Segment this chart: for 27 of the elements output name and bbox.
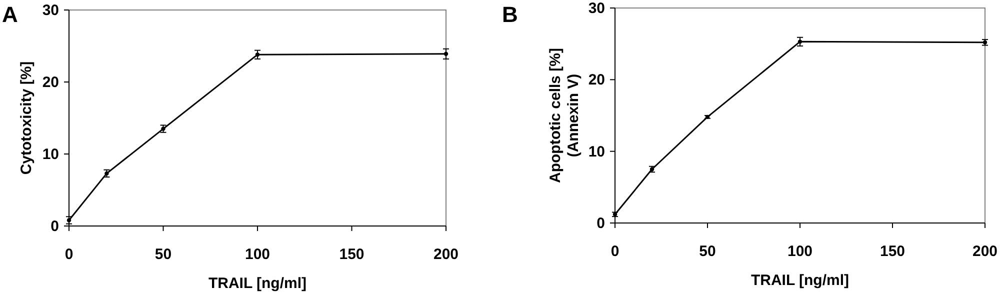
y-tick-label: 10 bbox=[42, 146, 59, 163]
x-axis-title: TRAIL [ng/ml] bbox=[208, 275, 307, 292]
point bbox=[255, 52, 260, 57]
y-axis-title: Cytotoxicity [%] bbox=[18, 61, 35, 175]
x-tick-label: 100 bbox=[244, 246, 270, 263]
x-tick-label: 100 bbox=[787, 243, 813, 260]
y-tick-label: 0 bbox=[596, 215, 605, 232]
x-tick-label: 150 bbox=[339, 246, 364, 263]
x-tick-label: 200 bbox=[433, 246, 459, 263]
y-tick-label: 20 bbox=[588, 72, 605, 89]
y-tick-label: 10 bbox=[588, 143, 605, 160]
point bbox=[444, 52, 448, 56]
y-tick-label: 30 bbox=[42, 2, 59, 19]
x-tick-label: 0 bbox=[64, 246, 74, 263]
x-tick-label: 50 bbox=[699, 243, 716, 260]
x-tick-label: 50 bbox=[154, 246, 172, 263]
chart-title: B bbox=[502, 2, 518, 27]
y-tick-label: 30 bbox=[588, 0, 605, 17]
y-tick-label: 20 bbox=[42, 74, 59, 91]
x-tick-label: 200 bbox=[972, 243, 998, 260]
x-tick-label: 150 bbox=[880, 243, 906, 260]
chart-title: A bbox=[2, 2, 18, 27]
x-axis-title: TRAIL [ng/ml] bbox=[750, 272, 850, 289]
x-tick-label: 0 bbox=[610, 243, 620, 260]
y-tick-label: 0 bbox=[50, 218, 59, 235]
y-axis-title: Apoptotic cells [%] (Annexin V) bbox=[547, 48, 582, 184]
point bbox=[798, 40, 802, 44]
